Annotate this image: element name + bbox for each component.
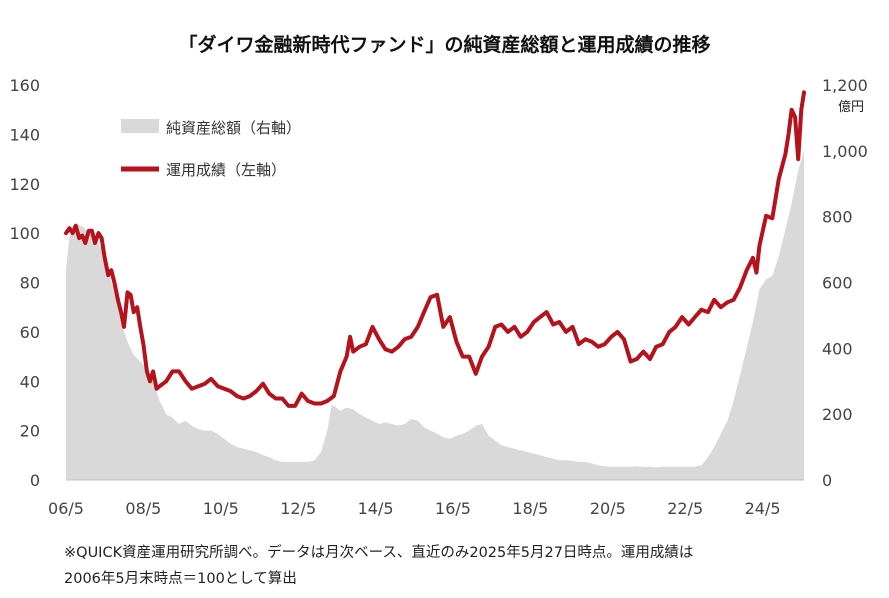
y-left-axis-ticks: 0 20 40 60 80 100 120 140 160 (9, 76, 40, 490)
x-tick-label: 14/5 (358, 499, 394, 518)
y-left-tick-label: 20 (20, 422, 40, 441)
y-left-tick-label: 120 (9, 175, 40, 194)
x-tick-label: 22/5 (667, 499, 703, 518)
y-right-tick-label: 1,000 (822, 142, 868, 161)
y-right-tick-label: 800 (822, 208, 853, 227)
legend: 純資産総額（右軸） 運用成績（左軸） (121, 119, 301, 179)
chart-plot: 06/5 08/5 10/5 12/5 14/5 16/5 18/5 20/5 22/5 24/5… (9, 76, 868, 518)
y-right-tick-label: 600 (822, 274, 853, 293)
footnote-line-2: 2006年5月末時点＝100として算出 (64, 571, 297, 587)
aum-area (66, 150, 804, 481)
y-right-axis-ticks: 0 200 400 600 800 1,000 1,200 (822, 76, 868, 490)
x-axis-ticks: 06/5 08/5 10/5 12/5 14/5 16/5 18/5 20/5 22/5 24/5 (48, 499, 781, 518)
y-right-tick-label: 400 (822, 339, 853, 358)
x-tick-label: 12/5 (280, 499, 316, 518)
x-tick-label: 18/5 (512, 499, 548, 518)
x-tick-label: 24/5 (745, 499, 781, 518)
legend-label-performance: 運用成績（左軸） (166, 161, 286, 179)
performance-line-layer (64, 90, 806, 408)
y-right-unit: 億円 (838, 99, 864, 115)
legend-swatch-aum (121, 119, 159, 133)
y-right-tick-label: 0 (822, 471, 832, 490)
y-right-tick-label: 1,200 (822, 76, 868, 95)
aum-area-layer (66, 150, 804, 481)
y-left-tick-label: 160 (9, 76, 40, 95)
y-left-tick-label: 0 (30, 471, 40, 490)
x-tick-label: 16/5 (435, 499, 471, 518)
x-tick-label: 10/5 (203, 499, 239, 518)
y-left-tick-label: 100 (9, 224, 40, 243)
footnote: ※QUICK資産運用研究所調べ。データは月次ベース、直近のみ2025年5月27日… (64, 540, 864, 592)
x-tick-label: 08/5 (125, 499, 161, 518)
y-left-tick-label: 80 (20, 274, 40, 293)
y-right-tick-label: 200 (822, 405, 853, 424)
y-left-tick-label: 140 (9, 125, 40, 144)
x-tick-label: 20/5 (590, 499, 626, 518)
y-left-tick-label: 40 (20, 372, 40, 391)
performance-line (64, 90, 806, 408)
footnote-line-1: ※QUICK資産運用研究所調べ。データは月次ベース、直近のみ2025年5月27日… (64, 545, 694, 561)
chart-title: 「ダイワ金融新時代ファンド」の純資産総額と運用成績の推移 (178, 34, 711, 56)
x-tick-label: 06/5 (48, 499, 84, 518)
y-left-tick-label: 60 (20, 323, 40, 342)
legend-label-aum: 純資産総額（右軸） (166, 119, 301, 137)
